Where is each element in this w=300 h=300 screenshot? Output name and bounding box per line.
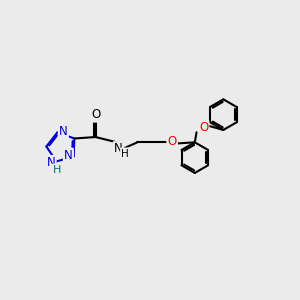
Text: N: N bbox=[59, 125, 68, 138]
Text: O: O bbox=[199, 121, 208, 134]
Text: O: O bbox=[167, 135, 177, 148]
Text: H: H bbox=[53, 165, 61, 175]
Text: N: N bbox=[114, 142, 123, 155]
Text: N: N bbox=[64, 149, 73, 162]
Text: O: O bbox=[91, 108, 100, 122]
Text: H: H bbox=[121, 148, 129, 158]
Text: N: N bbox=[47, 156, 56, 169]
